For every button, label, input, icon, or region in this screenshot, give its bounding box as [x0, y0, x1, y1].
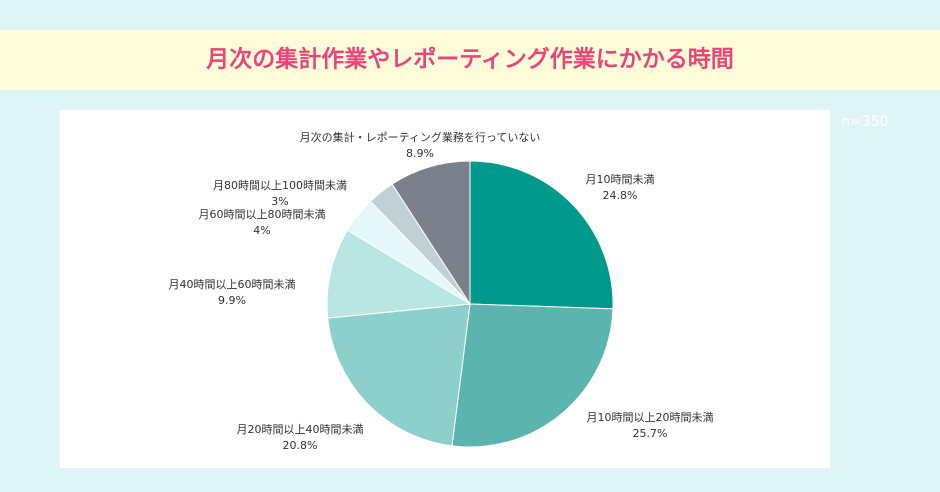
pie-slice [327, 303, 471, 447]
value-label: 9.9% [218, 294, 246, 307]
slice-label: 月次の集計・レポーティング業務を行っていない [300, 130, 541, 144]
slice-label: 月20時間以上40時間未満 [237, 423, 364, 436]
slice-label: 月10時間以上20時間未満 [587, 411, 714, 424]
slice-label: 月60時間以上80時間未満 [199, 208, 326, 221]
slice-label: 月10時間未満 [586, 173, 655, 186]
chart-title: 月次の集計作業やレポーティング作業にかかる時間 [205, 46, 734, 73]
slice-label: 月40時間以上60時間未満 [169, 278, 296, 291]
pie-slice [326, 229, 472, 319]
title-band [0, 30, 940, 90]
sample-size: n=350 [841, 114, 888, 130]
value-label: 20.8% [283, 439, 318, 452]
value-label: 24.8% [603, 189, 638, 202]
value-label: 8.9% [406, 147, 434, 160]
pie-slice [451, 303, 614, 448]
pie-slice [391, 160, 471, 306]
value-label: 3% [271, 195, 288, 208]
value-label: 4% [253, 224, 270, 237]
pie-slice [469, 160, 614, 310]
slice-label: 月80時間以上100時間未満 [213, 179, 347, 192]
value-label: 25.7% [633, 427, 668, 440]
